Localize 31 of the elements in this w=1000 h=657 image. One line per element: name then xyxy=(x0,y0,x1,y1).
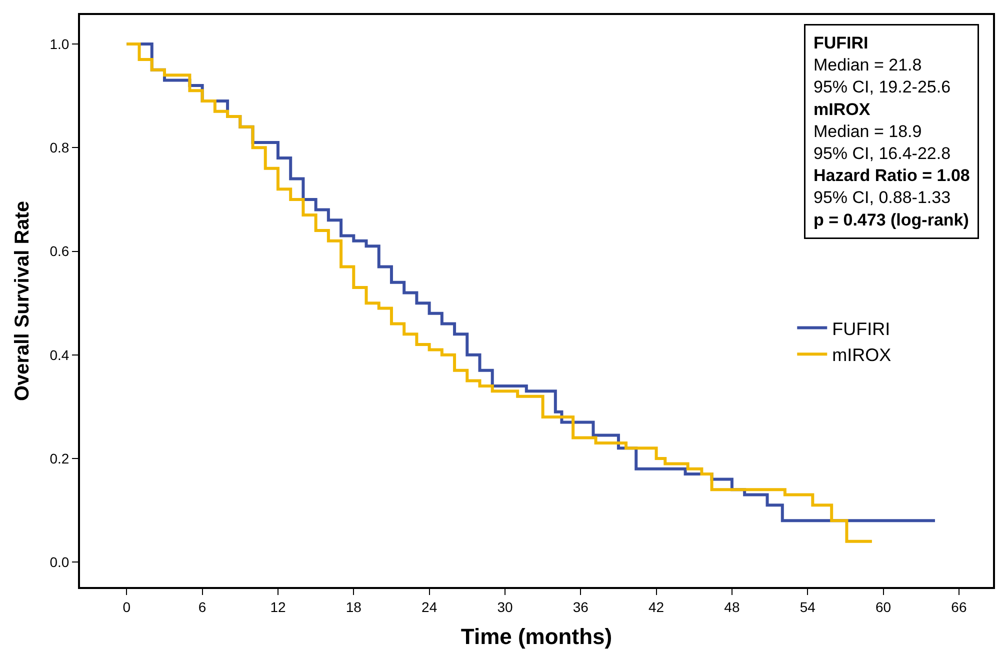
x-tick-label: 60 xyxy=(876,598,892,615)
y-tick-label: 0.2 xyxy=(50,450,70,466)
y-tick-label: 0.8 xyxy=(50,140,70,156)
x-tick-label: 36 xyxy=(572,598,589,615)
x-tick-label: 6 xyxy=(198,598,206,615)
annotation: FUFIRI xyxy=(814,34,868,52)
annotation: 95% CI, 19.2-25.6 xyxy=(814,78,951,97)
x-tick-label: 66 xyxy=(951,598,967,615)
x-tick-label: 24 xyxy=(422,598,438,615)
x-tick-label: 54 xyxy=(800,598,816,615)
x-tick-label: 42 xyxy=(648,598,664,615)
x-tick-label: 12 xyxy=(270,598,286,615)
y-tick-label: 1.0 xyxy=(50,36,70,52)
annotation: mIROX xyxy=(814,100,871,119)
annotation: Hazard Ratio = 1.08 xyxy=(814,166,970,186)
x-tick-label: 48 xyxy=(724,598,740,615)
x-tick-label: 18 xyxy=(346,598,362,615)
y-tick-label: 0.0 xyxy=(50,554,70,570)
x-tick-label: 0 xyxy=(122,598,131,615)
x-axis-title: Time (months) xyxy=(460,624,612,650)
x-tick-label: 30 xyxy=(497,598,513,615)
y-tick-label: 0.6 xyxy=(50,243,70,260)
annotation: p = 0.473 (log-rank) xyxy=(814,210,969,230)
legend-label: FUFIRI xyxy=(832,318,890,339)
legend-label: mIROX xyxy=(832,345,892,366)
annotation: Median = 21.8 xyxy=(814,56,922,75)
annotation: 95% CI, 0.88-1.33 xyxy=(814,188,951,208)
annotation: Median = 18.9 xyxy=(814,122,922,141)
annotation: 95% CI, 16.4-22.8 xyxy=(814,144,951,163)
y-axis-title: Overall Survival Rate xyxy=(12,200,34,402)
y-tick-label: 0.4 xyxy=(50,346,70,363)
